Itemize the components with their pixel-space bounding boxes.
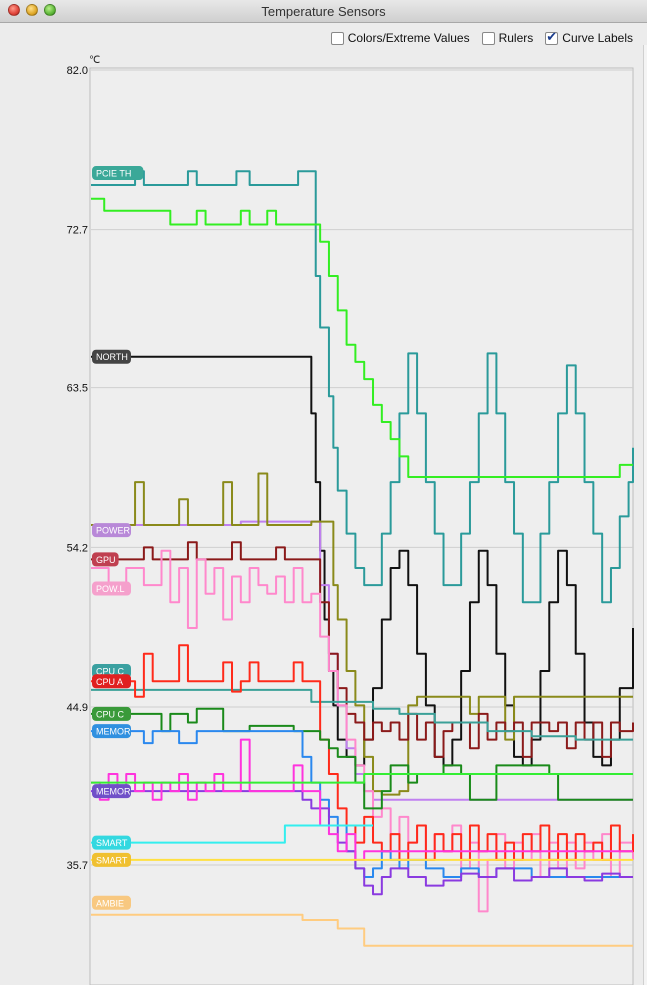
curve-label-badge [92, 523, 131, 538]
minimize-button[interactable] [26, 4, 38, 16]
curve-label-badge [92, 706, 131, 721]
y-tick-label: 35.7 [67, 860, 88, 872]
series-line [91, 355, 634, 767]
curve-label-text: GPU [96, 555, 116, 565]
curve-label-badge [92, 784, 131, 799]
y-tick-label: 44.9 [67, 702, 88, 714]
rulers-option[interactable]: Rulers [481, 31, 534, 45]
curve-label-text: AMBIE [96, 898, 124, 908]
curve-label-text: NORTH [96, 352, 128, 362]
traffic-lights [8, 4, 56, 16]
curve-label: SMART [92, 852, 131, 867]
series-line [91, 738, 633, 861]
curve-label-text: MEMOR [96, 787, 131, 797]
curve-label-text: PCIE TH [96, 169, 131, 179]
curve-label-badge [92, 166, 144, 181]
series-line [91, 913, 633, 947]
series-line [91, 688, 633, 741]
curve-label-text: POWER [96, 526, 131, 536]
curve-label-text: SMART [96, 855, 128, 865]
curve-label-badge [92, 852, 131, 867]
window-title: Temperature Sensors [261, 4, 386, 19]
curve-label: MEMOR [92, 724, 131, 739]
zoom-button[interactable] [44, 4, 56, 16]
curve-label-text: MEMOR [96, 727, 131, 737]
series-line [91, 772, 633, 784]
unit-label: ℃ [89, 55, 100, 66]
y-axis-ticks: 82.0 72.7 63.5 54.2 44.9 35.7 [67, 65, 88, 872]
plot-area [89, 67, 634, 985]
curve-label-text: CPU A [96, 677, 123, 687]
curve-label: POWER [92, 523, 131, 538]
curve-label-text: SMART [96, 838, 128, 848]
curve-labels-checkbox[interactable] [545, 29, 559, 45]
colors-extreme-values-label: Colors/Extreme Values [347, 31, 470, 45]
series-line [91, 541, 634, 758]
curve-label: GPU [92, 552, 119, 567]
window-titlebar: Temperature Sensors [0, 0, 647, 23]
rulers-checkbox[interactable] [481, 31, 495, 45]
curve-label: POW.L [92, 581, 131, 596]
rulers-label: Rulers [498, 31, 534, 45]
series-line [91, 824, 374, 844]
curve-label: PCIE TH [92, 166, 144, 181]
curve-label-badge [92, 581, 131, 596]
curve-label-badge [92, 835, 131, 850]
curve-label-badge [92, 552, 119, 567]
curve-label-text: CPU C [96, 666, 125, 676]
curve-label: CPU A [92, 674, 131, 689]
curve-label-badge [92, 895, 131, 910]
curve-label-text: POW.L [96, 584, 125, 594]
series-line [91, 170, 634, 604]
colors-extreme-values-checkbox[interactable] [330, 31, 344, 45]
curve-label: CPU C [92, 706, 131, 721]
close-button[interactable] [8, 4, 20, 16]
curve-label: SMART [92, 835, 131, 850]
curve-label: AMBIE [92, 895, 131, 910]
options-toolbar: Colors/Extreme Values Rulers Curve Label… [330, 29, 633, 45]
series-line [91, 472, 633, 796]
curve-labels-option[interactable]: Curve Labels [545, 29, 633, 45]
y-tick-label: 72.7 [67, 225, 88, 237]
curve-labels-label: Curve Labels [562, 31, 633, 45]
y-tick-label: 63.5 [67, 383, 88, 395]
curve-label-badge [92, 674, 131, 689]
grid-lines [91, 69, 633, 866]
y-tick-label: 82.0 [67, 65, 88, 77]
curve-label-badge [92, 724, 131, 739]
series-lines [91, 170, 634, 947]
window-edge [643, 45, 647, 985]
curve-label-text: CPU C [96, 709, 125, 719]
curve-label: NORTH [92, 349, 131, 364]
curve-label-badge [92, 349, 131, 364]
y-tick-label: 54.2 [67, 542, 88, 554]
colors-extreme-values-option[interactable]: Colors/Extreme Values [330, 31, 470, 45]
series-line [91, 197, 633, 478]
curve-label: MEMOR [92, 784, 131, 799]
